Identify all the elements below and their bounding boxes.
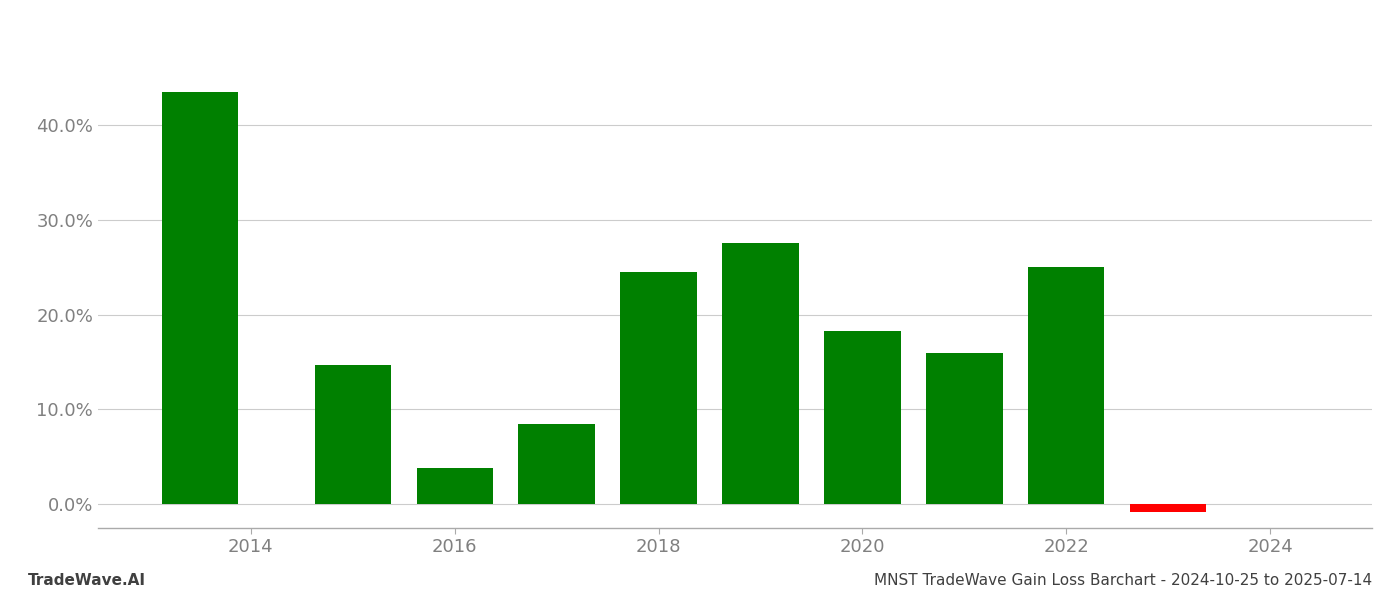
Text: TradeWave.AI: TradeWave.AI (28, 573, 146, 588)
Bar (620, 272, 697, 504)
Text: MNST TradeWave Gain Loss Barchart - 2024-10-25 to 2025-07-14: MNST TradeWave Gain Loss Barchart - 2024… (874, 573, 1372, 588)
Bar (162, 92, 238, 504)
Bar (518, 424, 595, 504)
Bar (417, 468, 493, 504)
Bar (1028, 267, 1105, 504)
Bar (1130, 504, 1207, 512)
Bar (315, 365, 391, 504)
Bar (927, 353, 1002, 504)
Bar (722, 244, 799, 504)
Bar (825, 331, 900, 504)
